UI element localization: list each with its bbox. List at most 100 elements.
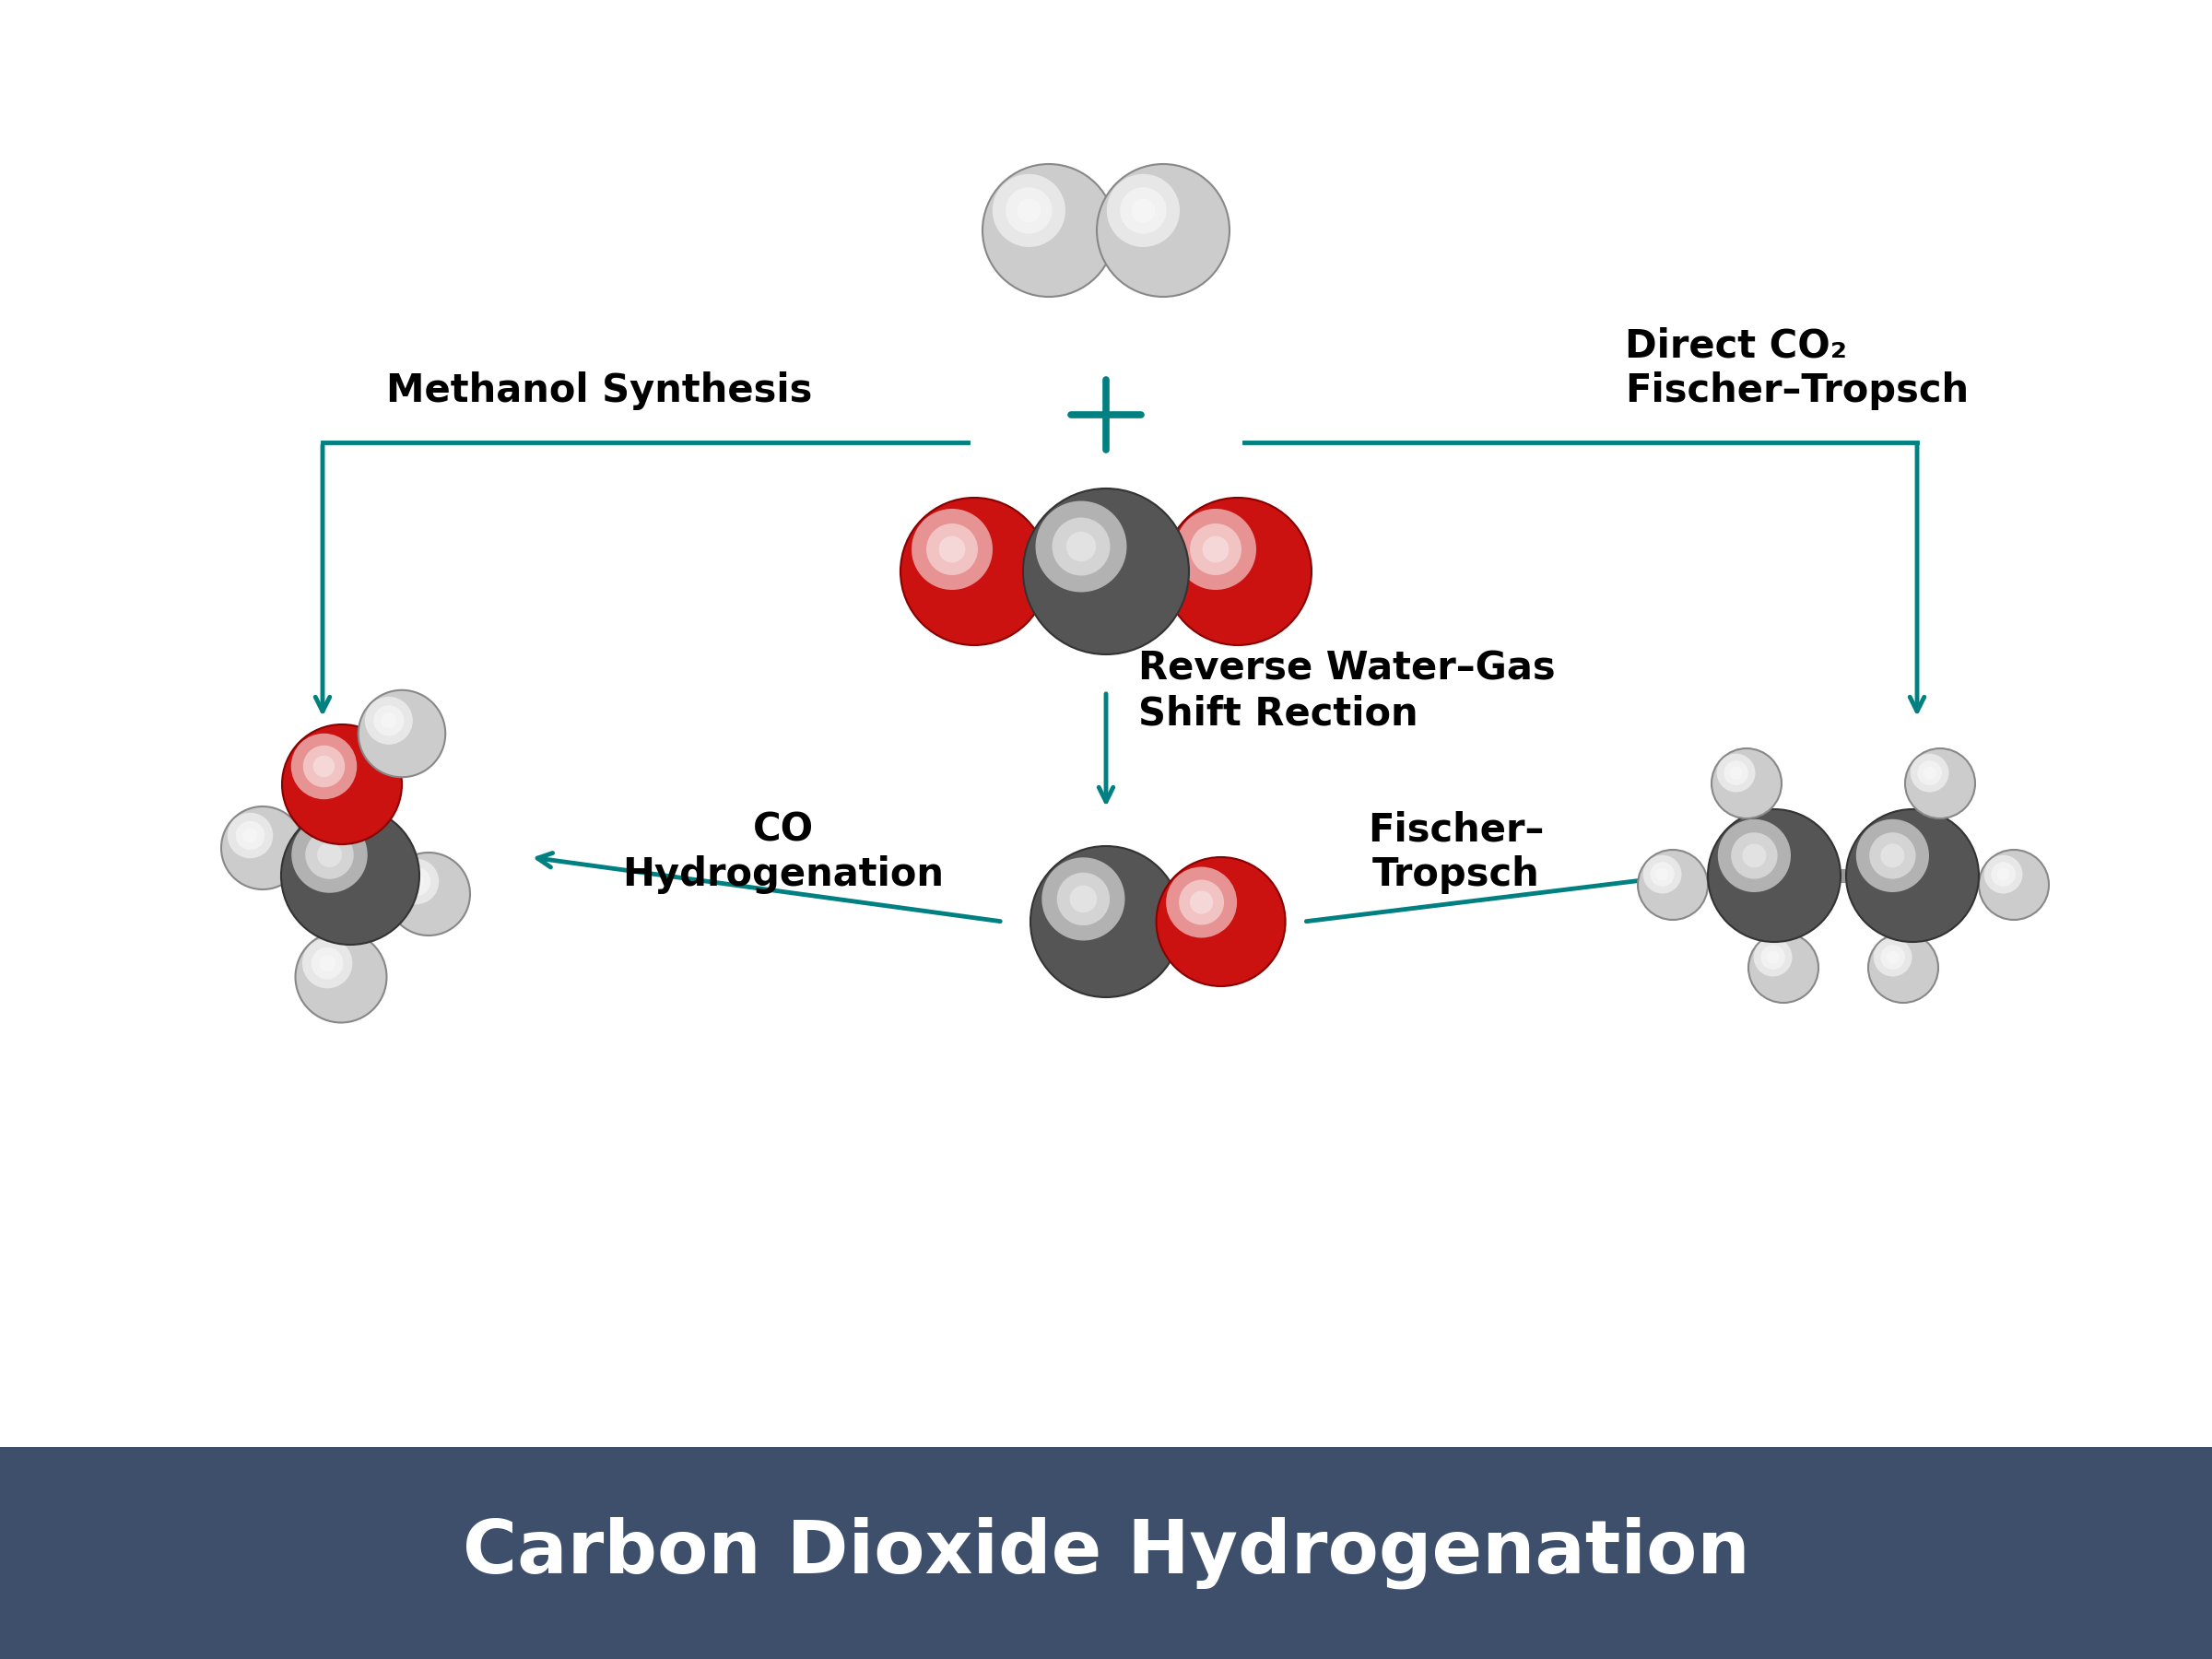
Circle shape [1637, 849, 1708, 919]
Circle shape [312, 947, 343, 979]
Circle shape [1856, 820, 1929, 893]
Circle shape [1730, 766, 1743, 780]
Circle shape [1119, 187, 1166, 234]
Circle shape [1644, 854, 1681, 894]
Circle shape [1869, 833, 1916, 879]
Circle shape [1767, 951, 1778, 964]
Circle shape [1130, 199, 1155, 222]
Circle shape [281, 806, 420, 944]
Circle shape [409, 874, 425, 889]
Circle shape [1203, 536, 1230, 562]
Circle shape [1190, 524, 1241, 576]
Circle shape [1018, 199, 1042, 222]
Circle shape [1754, 937, 1792, 977]
Circle shape [1042, 858, 1126, 941]
Circle shape [243, 828, 259, 843]
Circle shape [292, 733, 356, 800]
Circle shape [1880, 844, 1905, 868]
Circle shape [1164, 498, 1312, 645]
Circle shape [938, 536, 964, 562]
Circle shape [929, 531, 1033, 634]
Circle shape [403, 868, 431, 896]
Circle shape [1157, 858, 1285, 985]
Circle shape [1066, 531, 1097, 561]
Circle shape [237, 825, 296, 883]
Circle shape [1874, 937, 1911, 977]
Circle shape [1712, 748, 1781, 818]
Circle shape [1166, 866, 1237, 937]
Circle shape [1124, 194, 1217, 287]
Circle shape [283, 725, 403, 844]
Text: Direct CO₂
Fischer–Tropsch: Direct CO₂ Fischer–Tropsch [1626, 327, 1969, 410]
Circle shape [1880, 946, 1905, 969]
Circle shape [305, 752, 389, 834]
Circle shape [358, 690, 445, 776]
Circle shape [982, 164, 1115, 297]
Circle shape [1874, 839, 1966, 932]
Circle shape [1920, 765, 1969, 813]
Circle shape [305, 831, 354, 879]
Circle shape [403, 871, 462, 929]
Circle shape [1991, 863, 2015, 886]
Circle shape [1747, 932, 1818, 1002]
Circle shape [1869, 932, 1938, 1002]
Circle shape [1097, 164, 1230, 297]
Circle shape [1071, 886, 1097, 912]
Circle shape [1847, 810, 1980, 942]
Circle shape [1761, 946, 1785, 969]
Circle shape [900, 498, 1048, 645]
Circle shape [1035, 501, 1126, 592]
Circle shape [1006, 187, 1053, 234]
Circle shape [1031, 846, 1181, 997]
Circle shape [1717, 753, 1756, 791]
Circle shape [221, 806, 303, 889]
Circle shape [387, 853, 469, 936]
Circle shape [1882, 949, 1931, 997]
Circle shape [310, 838, 405, 934]
Circle shape [314, 952, 378, 1015]
Text: CO
Hydrogenation: CO Hydrogenation [622, 811, 945, 894]
Circle shape [1723, 760, 1747, 785]
Text: Fischer–
Tropsch: Fischer– Tropsch [1367, 811, 1544, 894]
Circle shape [365, 697, 414, 745]
Circle shape [1057, 526, 1172, 642]
Circle shape [1053, 518, 1110, 576]
FancyBboxPatch shape [0, 1447, 2212, 1659]
Circle shape [1911, 753, 1949, 791]
Circle shape [1106, 174, 1179, 247]
Circle shape [1657, 868, 1668, 881]
Text: Reverse Water–Gas
Shift Rection: Reverse Water–Gas Shift Rection [1139, 650, 1555, 733]
Circle shape [1719, 820, 1792, 893]
Circle shape [1763, 949, 1812, 997]
Circle shape [314, 755, 334, 776]
Circle shape [1175, 509, 1256, 591]
Circle shape [1062, 879, 1166, 985]
Circle shape [237, 821, 265, 849]
Circle shape [993, 174, 1066, 247]
Circle shape [316, 843, 343, 868]
Text: Methanol Synthesis: Methanol Synthesis [387, 372, 812, 410]
Circle shape [1022, 488, 1190, 654]
Circle shape [1725, 765, 1774, 813]
Circle shape [303, 745, 345, 788]
Circle shape [394, 859, 438, 904]
Circle shape [1652, 866, 1701, 914]
Circle shape [1734, 839, 1827, 932]
Circle shape [319, 956, 336, 972]
Circle shape [927, 524, 978, 576]
Circle shape [1181, 886, 1272, 977]
Circle shape [1190, 891, 1212, 914]
Circle shape [1984, 854, 2022, 894]
Circle shape [1887, 951, 1900, 964]
Circle shape [1743, 844, 1765, 868]
Circle shape [1980, 849, 2048, 919]
Circle shape [1732, 833, 1778, 879]
Circle shape [303, 939, 352, 989]
Circle shape [1194, 531, 1296, 634]
Text: Carbon Dioxide Hydrogenation: Carbon Dioxide Hydrogenation [462, 1516, 1750, 1589]
Circle shape [376, 710, 436, 771]
Circle shape [1993, 866, 2042, 914]
Circle shape [1650, 863, 1674, 886]
Circle shape [1918, 760, 1942, 785]
Circle shape [911, 509, 993, 591]
